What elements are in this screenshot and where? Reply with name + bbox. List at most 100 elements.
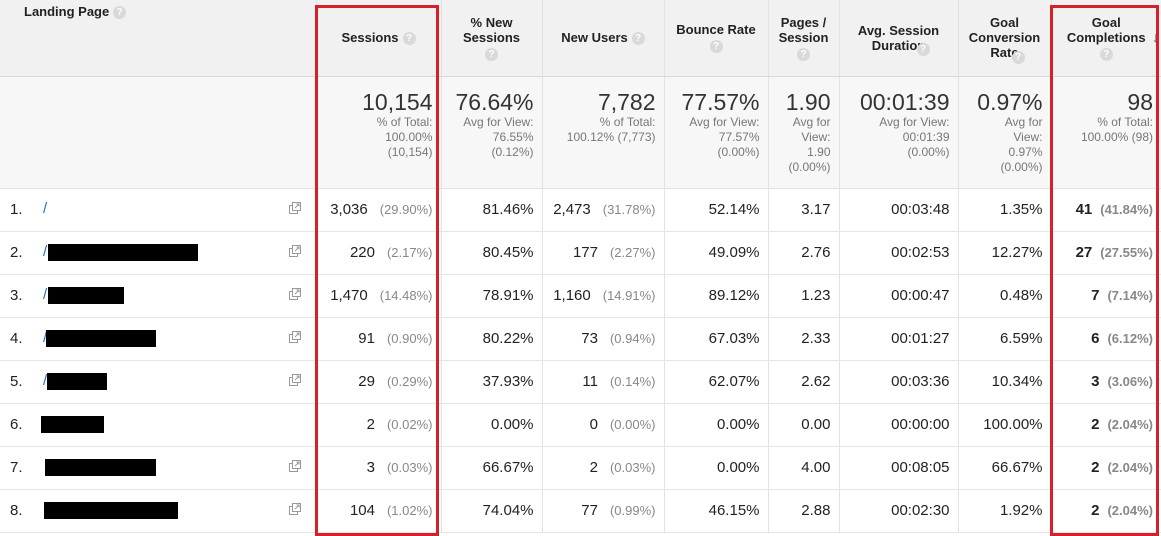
col-landing-page-label: Landing Page (24, 4, 110, 19)
landing-page-cell: 7. (0, 446, 317, 490)
col-new-users[interactable]: New Users? (542, 0, 665, 77)
col-new-sessions-label: % New Sessions (462, 14, 521, 45)
table-row[interactable]: 3. / 1,470 (14.48%) 78.91% 1,160 (14.91%) 89.12… (0, 274, 1161, 318)
table-row[interactable]: 1. / 3,036 (29.90%) 81.46% 2,473 (31.78%) 52.14… (0, 188, 1161, 232)
totals-sub: % of Total: (1097, 114, 1153, 129)
table-row[interactable]: 7. 3 (0.03%) 66.67% 2 (0.03%) 0.00% 4.00 00:08:0… (0, 446, 1161, 490)
help-icon[interactable]: ? (709, 40, 723, 54)
landing-page-link[interactable]: / (43, 285, 48, 303)
new-users-value: 11 (582, 373, 598, 390)
row-number: 7. (10, 458, 23, 476)
new-users-value: 1,160 (553, 287, 591, 304)
goal-completions-value: 7 (1091, 287, 1100, 304)
goal-completions-value: 41 (1075, 201, 1093, 218)
sessions-value: 2 (366, 416, 375, 433)
totals-sub: (10,154) (387, 144, 433, 159)
open-link-icon[interactable] (289, 244, 301, 257)
landing-page-cell: 5. / (0, 360, 317, 404)
new-users-value: 2 (589, 459, 598, 476)
sessions-cell: 91 (0.90%) (316, 317, 442, 361)
goal-completions-cell: 27 (27.55%) (1051, 231, 1161, 275)
sessions-cell: 29 (0.29%) (316, 360, 442, 404)
pages-session-cell: 2.88 (768, 489, 840, 533)
help-icon[interactable]: ? (485, 47, 498, 61)
col-sessions[interactable]: Sessions? (316, 0, 442, 77)
col-landing-page[interactable]: Landing Page? (0, 0, 317, 77)
landing-page-link[interactable]: / (43, 329, 47, 346)
table-row[interactable]: 8. 104 (1.02%) 74.04% 77 (0.99%) 46.15% 2.88 00:… (0, 489, 1161, 533)
col-avg-duration-label: Avg. Session Duration (857, 22, 940, 53)
bounce-rate-cell: 49.09% (664, 231, 769, 275)
sessions-cell: 3 (0.03%) (316, 446, 442, 490)
open-link-icon[interactable] (289, 373, 301, 386)
col-goal-conversion-rate[interactable]: Goal Conversion Rate ? (958, 0, 1052, 77)
sessions-cell: 2 (0.02%) (316, 403, 442, 447)
row-number: 1. (10, 200, 23, 218)
col-bounce-rate[interactable]: Bounce Rate ? (664, 0, 769, 77)
avg-duration-cell: 00:00:00 (839, 403, 959, 447)
new-users-percent: (14.91%) (602, 288, 656, 303)
col-goal-completions[interactable]: Goal Completions ? ↓ (1051, 0, 1161, 77)
goal-completions-value: 2 (1091, 502, 1100, 519)
goal-conversion-rate-cell: 12.27% (958, 231, 1052, 275)
new-users-value: 73 (581, 330, 598, 347)
landing-page-link[interactable]: / (43, 199, 48, 217)
table-row[interactable]: 5. / 29 (0.29%) 37.93% 11 (0.14%) 62.07% 2.62 00:… (0, 360, 1161, 404)
col-avg-duration[interactable]: Avg. Session Duration ? (839, 0, 959, 77)
open-link-icon[interactable] (289, 330, 301, 343)
open-link-icon[interactable] (289, 287, 301, 300)
goal-completions-cell: 2 (2.04%) (1051, 489, 1161, 533)
landing-page-link[interactable]: / (43, 242, 48, 260)
new-users-cell: 2 (0.03%) (542, 446, 665, 490)
totals-sub: 77.57% (718, 129, 760, 144)
table-row[interactable]: 2. / 220 (2.17%) 80.45% 177 (2.27%) 49.09% 2.76 0… (0, 231, 1161, 275)
totals-sub: (0.12%) (491, 144, 534, 159)
pages-session-cell: 2.62 (768, 360, 840, 404)
totals-sub: Avg for View: (879, 114, 950, 129)
table-row[interactable]: 4. / 91 (0.90%) 80.22% 73 (0.94%) 67.03%2.3300:… (0, 317, 1161, 361)
help-icon[interactable]: ? (631, 32, 645, 46)
col-new-users-label: New Users (561, 30, 628, 46)
pages-session-cell: 2.76 (768, 231, 840, 275)
new-users-cell: 1,160 (14.91%) (542, 274, 665, 318)
help-icon[interactable]: ? (797, 47, 810, 61)
bounce-rate-cell: 46.15% (664, 489, 769, 533)
redaction-bar (46, 329, 156, 347)
landing-page-link[interactable]: / (43, 371, 48, 389)
totals-sub: (0.00%) (1000, 159, 1043, 174)
totals-sub: Avg for (792, 114, 831, 129)
help-icon[interactable]: ? (1011, 51, 1025, 64)
goal-completions-value: 2 (1091, 459, 1100, 476)
col-bounce-rate-label: Bounce Rate (676, 22, 756, 38)
sessions-value: 104 (349, 502, 375, 519)
landing-page-cell: 2. / (0, 231, 317, 275)
new-sessions-cell: 74.04% (441, 489, 543, 533)
sessions-percent: (0.29%) (386, 374, 433, 389)
help-icon[interactable]: ? (402, 32, 416, 46)
help-icon[interactable]: ? (916, 43, 930, 56)
new-users-percent: (0.14%) (609, 374, 656, 389)
col-new-sessions[interactable]: % New Sessions ? (441, 0, 543, 77)
totals-sub: Avg for View: (689, 114, 760, 129)
open-link-icon[interactable] (289, 201, 301, 214)
pages-session-cell: 3.17 (768, 188, 840, 232)
goal-conversion-rate-cell: 1.92% (958, 489, 1052, 533)
redaction-bar (48, 286, 124, 304)
help-icon[interactable]: ? (113, 6, 127, 20)
goal-completions-percent: (7.14%) (1107, 288, 1153, 303)
sort-descending-icon[interactable]: ↓ (1152, 29, 1159, 45)
sessions-value: 91 (358, 330, 375, 347)
goal-completions-cell: 3 (3.06%) (1051, 360, 1161, 404)
open-link-icon[interactable] (289, 459, 301, 472)
goal-completions-percent: (6.12%) (1107, 331, 1153, 346)
totals-value: 77.57% (681, 88, 760, 115)
totals-new-users: 7,782 % of Total: 100.12% (7,773) (542, 76, 665, 189)
col-goal-completions-label: Goal Completions (1066, 14, 1146, 45)
table-row[interactable]: 6. 2 (0.02%) 0.00% 0 (0.00%) 0.00% 0.00 00:00:00… (0, 403, 1161, 447)
new-users-cell: 11 (0.14%) (542, 360, 665, 404)
help-icon[interactable]: ? (1099, 47, 1113, 61)
goal-completions-cell: 7 (7.14%) (1051, 274, 1161, 318)
open-link-icon[interactable] (289, 502, 301, 515)
col-pages-session[interactable]: Pages / Session ? (768, 0, 840, 77)
